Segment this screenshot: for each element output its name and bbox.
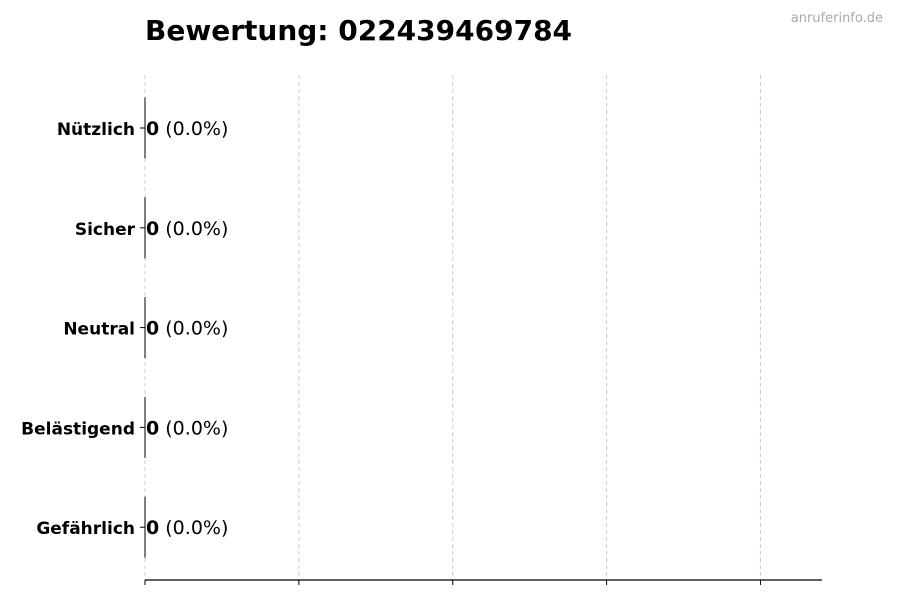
category-label: Neutral — [63, 320, 135, 340]
category-label: Nützlich — [57, 120, 135, 140]
value-label: 0 (0.0%) — [146, 218, 228, 240]
value-percent: (0.0%) — [159, 118, 228, 140]
value-count: 0 — [146, 517, 159, 539]
chart-title: Bewertung: 022439469784 — [145, 14, 572, 47]
category-label: Gefährlich — [36, 519, 135, 539]
value-count: 0 — [146, 218, 159, 240]
value-label: 0 (0.0%) — [146, 517, 228, 539]
watermark: anruferinfo.de — [791, 11, 883, 26]
value-label: 0 (0.0%) — [146, 118, 228, 140]
category-label: Sicher — [75, 220, 136, 240]
value-label: 0 (0.0%) — [146, 417, 228, 439]
value-percent: (0.0%) — [159, 318, 228, 340]
value-percent: (0.0%) — [159, 517, 228, 539]
category-label: Belästigend — [21, 419, 135, 439]
value-percent: (0.0%) — [159, 218, 228, 240]
value-percent: (0.0%) — [159, 417, 228, 439]
value-count: 0 — [146, 318, 159, 340]
value-count: 0 — [146, 417, 159, 439]
value-count: 0 — [146, 118, 159, 140]
value-label: 0 (0.0%) — [146, 318, 228, 340]
